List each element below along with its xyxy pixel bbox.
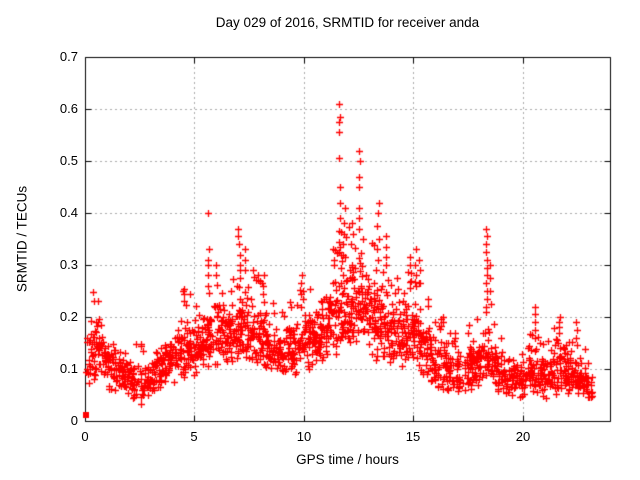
- x-tick-label: 0: [81, 429, 89, 444]
- y-tick-label: 0.7: [59, 49, 78, 64]
- y-tick-label: 0.3: [59, 257, 78, 272]
- x-axis-label: GPS time / hours: [296, 452, 399, 467]
- y-tick-label: 0.1: [59, 361, 78, 376]
- x-tick-label: 15: [405, 429, 421, 444]
- y-tick-label: 0.2: [59, 309, 78, 324]
- chart-title: Day 029 of 2016, SRMTID for receiver and…: [215, 15, 480, 30]
- y-axis-label: SRMTID / TECUs: [14, 185, 30, 293]
- y-tick-label: 0.6: [59, 101, 78, 116]
- x-tick-label: 20: [515, 429, 531, 444]
- x-tick-label: 5: [190, 429, 198, 444]
- y-tick-label: 0: [70, 413, 78, 428]
- y-tick-label: 0.5: [59, 153, 78, 168]
- x-tick-label: 10: [296, 429, 312, 444]
- y-tick-label: 0.4: [59, 205, 78, 220]
